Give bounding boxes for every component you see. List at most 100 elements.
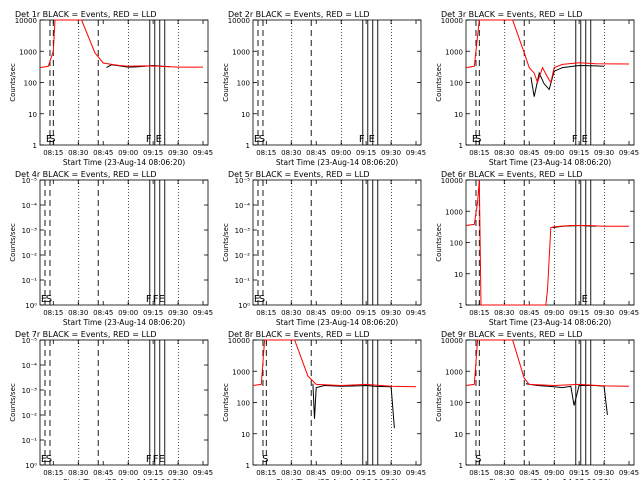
event-marker-label: F	[146, 294, 152, 305]
x-tick-label: 08:30	[68, 309, 88, 317]
y-tick-label: 10⁰	[238, 302, 250, 310]
y-tick-label: 10	[241, 111, 250, 119]
x-tick-label: 09:00	[331, 149, 351, 157]
x-tick-label: 08:15	[43, 149, 63, 157]
chart-panel-6: Det 6r BLACK = Events, RED = LLD Counts/s…	[435, 170, 639, 327]
y-tick-label: 10⁻¹	[22, 277, 38, 285]
event-marker-label: S	[475, 134, 481, 145]
y-tick-label: 10	[454, 111, 463, 119]
x-tick-label: 09:30	[594, 309, 614, 317]
x-tick-label: 08:45	[93, 309, 113, 317]
x-tick-label: 08:45	[306, 469, 326, 477]
chart-panel-7: Det 7r BLACK = Events, RED = LLD Counts/s…	[9, 330, 213, 480]
x-tick-label: 09:00	[118, 309, 138, 317]
x-tick-label: 08:15	[469, 469, 489, 477]
event-marker-label: E	[156, 134, 162, 145]
x-tick-label: 09:30	[381, 149, 401, 157]
chart-title: Det 8r BLACK = Events, RED = LLD	[228, 330, 370, 339]
x-tick-label: 08:45	[519, 149, 539, 157]
x-tick-label: 09:15	[143, 149, 163, 157]
y-tick-label: 10⁻¹	[235, 277, 251, 285]
chart-title: Det 7r BLACK = Events, RED = LLD	[15, 330, 157, 339]
chart-panel-5: Det 5r BLACK = Events, RED = LLD Counts/s…	[222, 170, 426, 327]
event-marker-label: S	[46, 294, 52, 305]
x-axis-label: Start Time (23-Aug-14 08:06:20)	[276, 478, 398, 480]
y-tick-label: 1	[459, 462, 463, 470]
x-tick-label: 09:15	[143, 469, 163, 477]
y-tick-label: 10⁻³	[22, 227, 38, 235]
x-tick-label: 08:30	[281, 309, 301, 317]
chart-title: Det 1r BLACK = Events, RED = LLD	[15, 10, 157, 19]
events-series-line	[312, 383, 395, 429]
x-axis-label: Start Time (23-Aug-14 08:06:20)	[63, 478, 185, 480]
event-marker-label: E	[582, 134, 588, 145]
y-tick-label: 10000	[441, 337, 463, 345]
x-axis-label: Start Time (23-Aug-14 08:06:20)	[63, 318, 185, 327]
chart-title: Det 6r BLACK = Events, RED = LLD	[441, 170, 583, 179]
chart-panel-9: Det 9r BLACK = Events, RED = LLD Counts/s…	[435, 330, 639, 480]
y-tick-label: 10	[454, 271, 463, 279]
y-tick-label: 10000	[15, 17, 37, 25]
x-tick-label: 09:45	[193, 149, 213, 157]
y-axis-label: Counts/sec	[9, 383, 17, 422]
event-marker-label: F	[572, 134, 578, 145]
y-tick-label: 100	[24, 80, 37, 88]
plot-frame	[252, 179, 422, 306]
event-marker-label: S	[259, 294, 265, 305]
event-marker-label: S	[49, 134, 55, 145]
event-marker-label: E	[46, 134, 52, 145]
x-tick-label: 08:30	[281, 149, 301, 157]
y-tick-label: 10⁻²	[235, 252, 251, 260]
plot-frame	[39, 179, 209, 306]
x-tick-label: 08:45	[93, 149, 113, 157]
y-tick-label: 1	[33, 142, 37, 150]
y-tick-label: 10⁻¹	[22, 437, 38, 445]
x-tick-label: 09:45	[193, 309, 213, 317]
chart-panel-3: Det 3r BLACK = Events, RED = LLD Counts/s…	[435, 10, 639, 167]
lld-series-line	[39, 19, 203, 69]
chart-panel-4: Det 4r BLACK = Events, RED = LLD Counts/s…	[9, 170, 213, 327]
y-tick-label: 1	[459, 142, 463, 150]
x-tick-label: 08:30	[68, 469, 88, 477]
lld-series-line	[465, 179, 629, 306]
x-tick-label: 08:30	[281, 469, 301, 477]
x-tick-label: 08:15	[469, 149, 489, 157]
y-axis-label: Counts/sec	[222, 63, 230, 102]
event-marker-label: FE	[153, 454, 165, 465]
y-tick-label: 1000	[232, 48, 250, 56]
y-tick-label: 10⁰	[25, 462, 37, 470]
y-tick-label: 10⁻⁴	[22, 362, 38, 370]
x-tick-label: 08:15	[256, 309, 276, 317]
x-axis-label: Start Time (23-Aug-14 08:06:20)	[276, 158, 398, 167]
x-tick-label: 08:30	[494, 469, 514, 477]
x-tick-label: 09:15	[356, 149, 376, 157]
y-axis-label: Counts/sec	[222, 223, 230, 262]
y-tick-label: 10	[454, 431, 463, 439]
x-tick-label: 09:45	[193, 469, 213, 477]
y-axis-label: Counts/sec	[435, 63, 443, 102]
x-tick-label: 09:30	[381, 309, 401, 317]
x-tick-label: 09:45	[619, 309, 639, 317]
event-marker-label: E	[254, 134, 260, 145]
y-tick-label: 100	[450, 400, 463, 408]
event-marker-label: E	[41, 294, 47, 305]
x-tick-label: 09:15	[356, 469, 376, 477]
chart-panel-1: Det 1r BLACK = Events, RED = LLD Counts/s…	[9, 10, 213, 167]
x-tick-label: 09:00	[544, 149, 564, 157]
x-tick-label: 09:00	[118, 149, 138, 157]
chart-title: Det 2r BLACK = Events, RED = LLD	[228, 10, 370, 19]
x-tick-label: 08:30	[494, 149, 514, 157]
y-tick-label: 1000	[445, 208, 463, 216]
y-tick-label: 10⁻⁴	[235, 202, 251, 210]
x-tick-label: 08:30	[494, 309, 514, 317]
x-tick-label: 09:00	[331, 309, 351, 317]
event-marker-label: S	[259, 134, 265, 145]
y-axis-label: Counts/sec	[435, 223, 443, 262]
y-tick-label: 100	[237, 400, 250, 408]
x-tick-label: 09:00	[544, 469, 564, 477]
y-tick-label: 10⁻⁵	[22, 177, 38, 185]
x-tick-label: 08:30	[68, 149, 88, 157]
x-axis-label: Start Time (23-Aug-14 08:06:20)	[63, 158, 185, 167]
